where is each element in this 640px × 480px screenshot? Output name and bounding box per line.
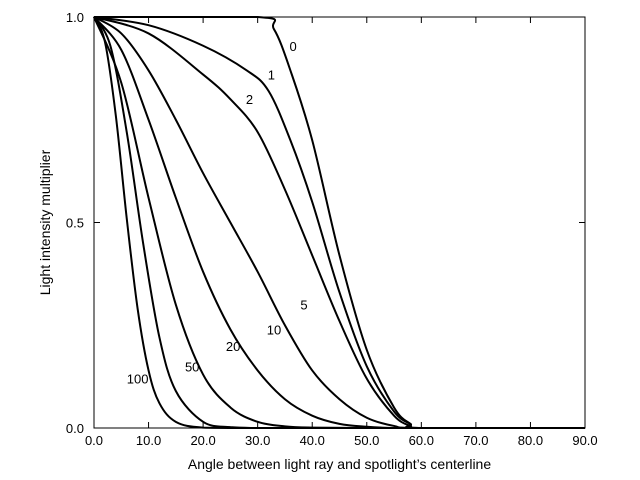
series-line-20 (93, 16, 585, 430)
curve-labels-layer: 012 5 10 20 50 100 (127, 39, 308, 387)
x-tick-label: 0.0 (85, 433, 103, 448)
series-line-0 (94, 16, 585, 430)
series-label-0: 0 (290, 39, 297, 54)
x-tick-label: 50.0 (354, 433, 379, 448)
x-tick-label: 10.0 (136, 433, 161, 448)
series-label-2: 2 (246, 92, 253, 107)
series-line-1 (93, 16, 585, 430)
x-tick-label: 20.0 (190, 433, 215, 448)
x-tick-label: 30.0 (245, 433, 270, 448)
series-label-5: 5 (300, 298, 307, 313)
series-line-50 (93, 16, 585, 430)
curves-layer (93, 16, 585, 430)
series-line-5 (93, 16, 585, 430)
x-tick-label: 80.0 (518, 433, 543, 448)
series-line-10 (93, 16, 585, 430)
ticks-layer: 0.0 10.0 20.0 30.0 40.0 50.0 60.0 70.0 80.0 90.00… (66, 10, 598, 448)
x-tick-label: 90.0 (572, 433, 597, 448)
x-tick-label: 40.0 (300, 433, 325, 448)
series-line-2 (93, 16, 585, 430)
series-label-1: 1 (268, 68, 275, 83)
series-label-100: 100 (127, 372, 149, 387)
x-axis-title: Angle between light ray and spotlight’s … (188, 456, 491, 472)
series-label-10: 10 (267, 322, 281, 337)
y-tick-label: 1.0 (66, 10, 84, 25)
x-tick-label: 60.0 (409, 433, 434, 448)
x-tick-label: 70.0 (463, 433, 488, 448)
series-label-20: 20 (226, 339, 240, 354)
y-tick-label: 0.5 (66, 216, 84, 231)
y-tick-label: 0.0 (66, 421, 84, 436)
series-label-50: 50 (185, 359, 199, 374)
y-axis-title: Light intensity multiplier (37, 149, 53, 295)
series-line-100 (93, 16, 585, 430)
plot-frame (93, 16, 586, 429)
